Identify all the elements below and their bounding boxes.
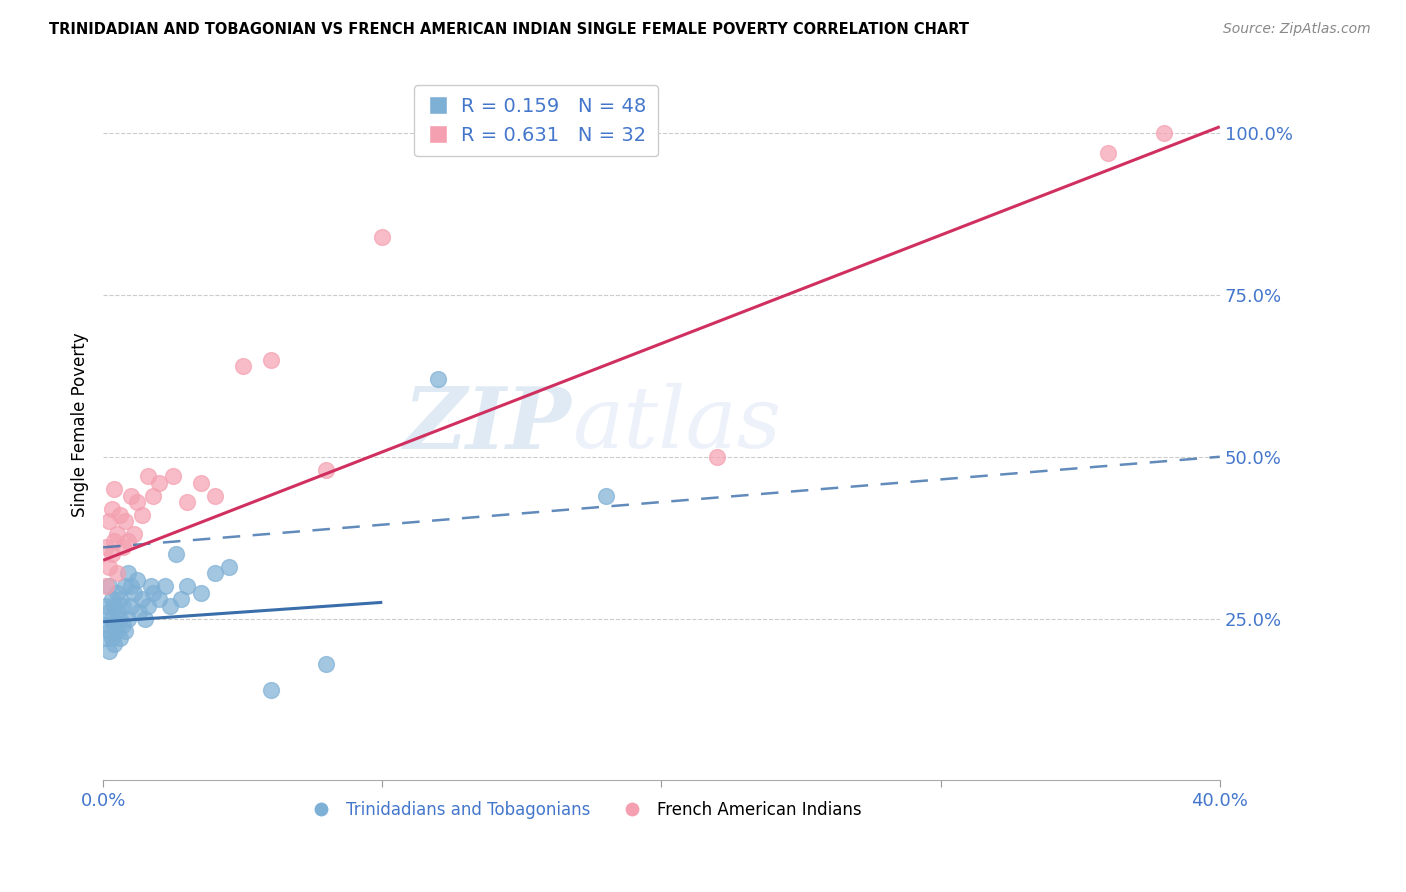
Point bbox=[100, 592, 122, 607]
Point bbox=[259, 352, 281, 367]
Point bbox=[117, 611, 139, 625]
Point bbox=[232, 359, 254, 374]
Point bbox=[125, 573, 148, 587]
Text: Source: ZipAtlas.com: Source: ZipAtlas.com bbox=[1223, 22, 1371, 37]
Point bbox=[94, 579, 117, 593]
Point bbox=[176, 495, 198, 509]
Point bbox=[134, 611, 156, 625]
Point bbox=[108, 631, 131, 645]
Point bbox=[117, 566, 139, 581]
Point bbox=[100, 547, 122, 561]
Point bbox=[120, 599, 142, 613]
Point bbox=[148, 592, 170, 607]
Point bbox=[108, 508, 131, 522]
Point bbox=[108, 592, 131, 607]
Point bbox=[142, 489, 165, 503]
Point bbox=[114, 624, 136, 639]
Point bbox=[136, 599, 159, 613]
Point bbox=[218, 559, 240, 574]
Point bbox=[94, 618, 117, 632]
Point bbox=[97, 624, 120, 639]
Point bbox=[315, 657, 337, 671]
Point bbox=[103, 618, 125, 632]
Point bbox=[259, 682, 281, 697]
Point bbox=[105, 605, 128, 619]
Point bbox=[114, 515, 136, 529]
Point bbox=[111, 599, 134, 613]
Point bbox=[176, 579, 198, 593]
Point bbox=[136, 469, 159, 483]
Point bbox=[120, 489, 142, 503]
Point bbox=[105, 624, 128, 639]
Point bbox=[100, 501, 122, 516]
Legend: Trinidadians and Tobagonians, French American Indians: Trinidadians and Tobagonians, French Ame… bbox=[298, 794, 869, 825]
Point bbox=[100, 631, 122, 645]
Point bbox=[204, 566, 226, 581]
Point bbox=[105, 585, 128, 599]
Text: ZIP: ZIP bbox=[404, 383, 572, 467]
Point bbox=[117, 533, 139, 548]
Text: TRINIDADIAN AND TOBAGONIAN VS FRENCH AMERICAN INDIAN SINGLE FEMALE POVERTY CORRE: TRINIDADIAN AND TOBAGONIAN VS FRENCH AME… bbox=[49, 22, 969, 37]
Point bbox=[103, 482, 125, 496]
Point bbox=[706, 450, 728, 464]
Point bbox=[94, 631, 117, 645]
Point bbox=[94, 541, 117, 555]
Point bbox=[427, 372, 450, 386]
Text: atlas: atlas bbox=[572, 383, 782, 466]
Point bbox=[97, 644, 120, 658]
Point bbox=[128, 605, 150, 619]
Point bbox=[97, 605, 120, 619]
Point bbox=[159, 599, 181, 613]
Point bbox=[100, 611, 122, 625]
Point bbox=[103, 599, 125, 613]
Point bbox=[153, 579, 176, 593]
Point bbox=[165, 547, 187, 561]
Point bbox=[111, 541, 134, 555]
Point bbox=[315, 463, 337, 477]
Point bbox=[94, 599, 117, 613]
Point bbox=[103, 637, 125, 651]
Point bbox=[139, 579, 162, 593]
Point bbox=[122, 585, 145, 599]
Point bbox=[105, 527, 128, 541]
Point bbox=[190, 475, 212, 490]
Point bbox=[122, 527, 145, 541]
Point bbox=[114, 579, 136, 593]
Point bbox=[1153, 126, 1175, 140]
Point bbox=[103, 533, 125, 548]
Point bbox=[170, 592, 193, 607]
Point bbox=[204, 489, 226, 503]
Point bbox=[111, 618, 134, 632]
Point bbox=[125, 495, 148, 509]
Point bbox=[97, 579, 120, 593]
Point bbox=[120, 579, 142, 593]
Point bbox=[148, 475, 170, 490]
Point bbox=[1097, 145, 1119, 160]
Point bbox=[105, 566, 128, 581]
Point bbox=[108, 611, 131, 625]
Point bbox=[97, 559, 120, 574]
Point bbox=[131, 508, 153, 522]
Point bbox=[131, 592, 153, 607]
Point bbox=[142, 585, 165, 599]
Point bbox=[162, 469, 184, 483]
Y-axis label: Single Female Poverty: Single Female Poverty bbox=[72, 332, 89, 516]
Point bbox=[97, 515, 120, 529]
Point bbox=[371, 229, 394, 244]
Point bbox=[190, 585, 212, 599]
Point bbox=[595, 489, 617, 503]
